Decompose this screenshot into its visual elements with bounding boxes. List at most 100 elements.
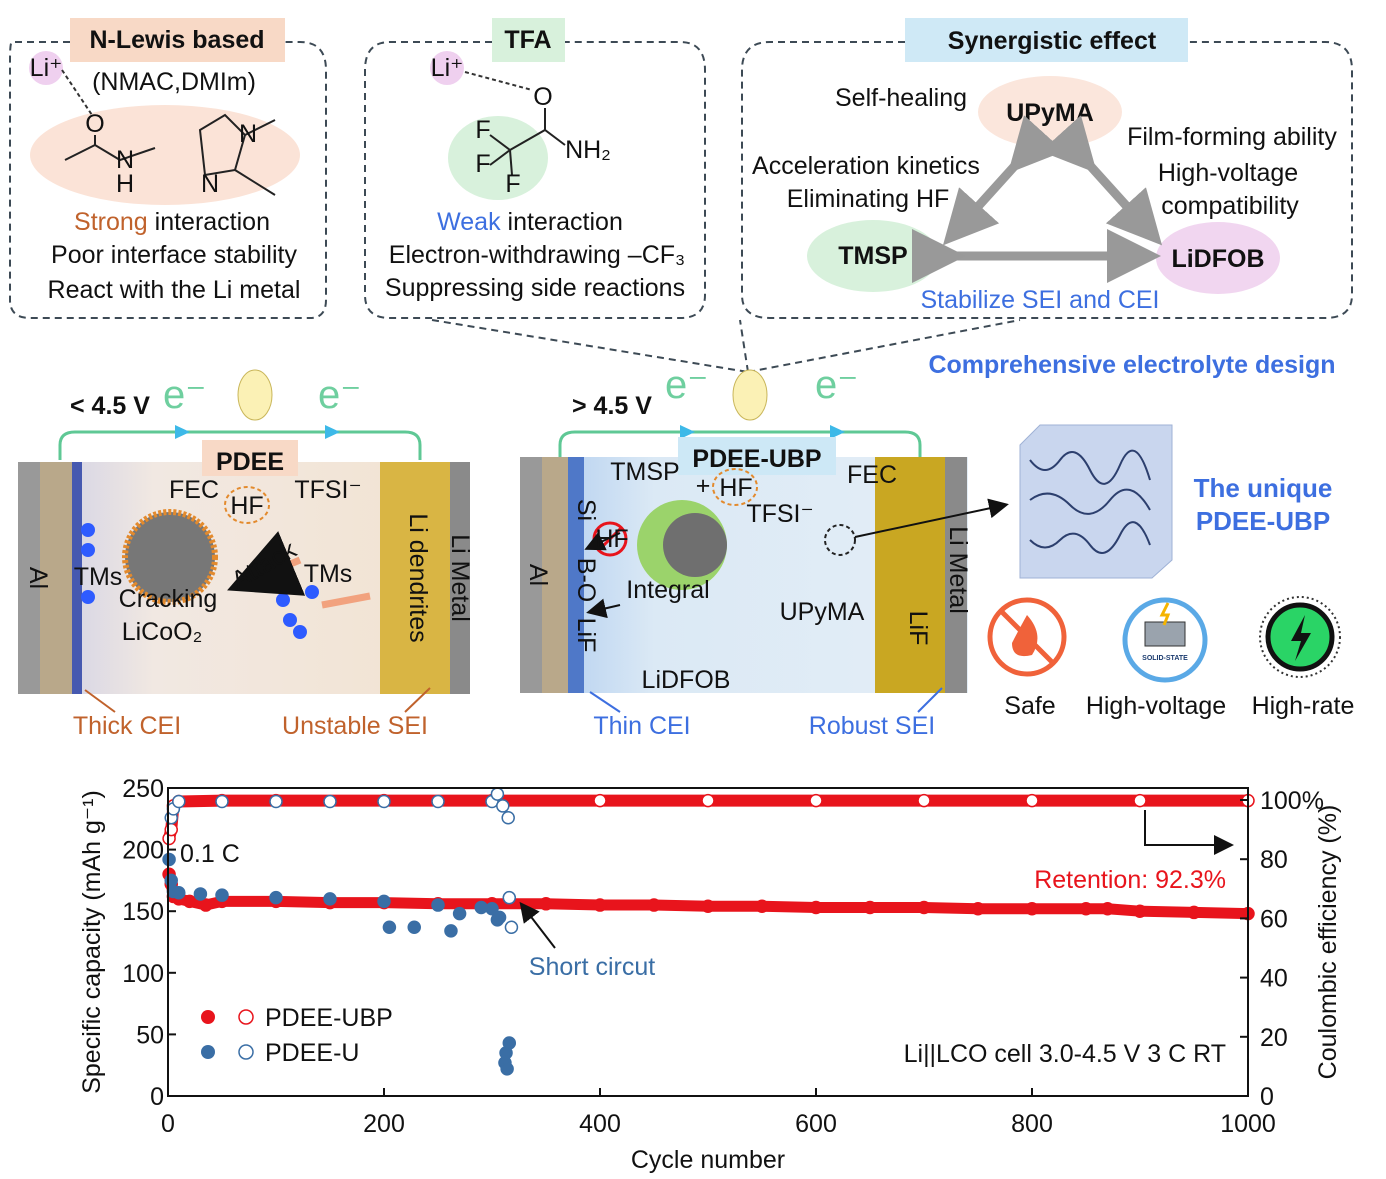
unstable-sei-label: Unstable SEI (282, 712, 428, 740)
data-point (162, 852, 176, 867)
cell-condition-annotation: Li||LCO cell 3.0-4.5 V 3 C RT (904, 1040, 1226, 1068)
y2-tick-label: 60 (1260, 905, 1288, 933)
lidfob-label: LiDFOB (642, 666, 731, 694)
x-tick-label: 400 (579, 1110, 621, 1138)
data-point (269, 794, 283, 809)
external-circuit (58, 430, 422, 460)
atom-label: N (239, 120, 257, 148)
data-point (501, 811, 515, 825)
feature-high-rate-label: High-rate (1252, 692, 1355, 720)
stabilize-label: Stabilize SEI and CEI (920, 286, 1159, 314)
si-label: Si (572, 499, 600, 521)
hf-label: HF (719, 474, 752, 502)
y2-tick-label: 20 (1260, 1024, 1288, 1052)
al-collector (520, 457, 542, 693)
legend: PDEE-UBP PDEE-U (201, 1004, 393, 1067)
robust-sei-label: Robust SEI (809, 712, 935, 740)
b-o-label: B-O (572, 558, 600, 602)
li-metal-label: Li Metal (944, 526, 972, 614)
tfa-title-bg (492, 18, 565, 62)
y-tick-label: 200 (122, 837, 164, 865)
synergy-title-bg (905, 18, 1188, 62)
y2-tick-label: 80 (1260, 846, 1288, 874)
series-pdee-u-capacity (162, 852, 517, 1076)
data-point (215, 794, 229, 809)
data-point (1025, 901, 1039, 916)
electron-label: e⁻ (163, 373, 206, 417)
data-point (647, 898, 661, 912)
panel-n-lewis: N-Lewis based Li⁺ (NMAC,DMIm) O N H N N … (9, 18, 327, 319)
li-dendrites-label: Li dendrites (404, 513, 432, 642)
data-point (971, 901, 985, 916)
tm-ions (81, 523, 319, 639)
pdee-title-bg (202, 440, 298, 476)
tfa-line1: Weak interaction (437, 208, 623, 236)
svg-text:SOLID-STATE: SOLID-STATE (1142, 655, 1188, 662)
al-label: Al (524, 564, 552, 586)
data-point (917, 793, 931, 808)
data-point (755, 899, 769, 914)
y-tick-label: 0 (150, 1083, 164, 1111)
atom-label: O (85, 110, 104, 138)
film-forming-label: Film-forming ability (1127, 123, 1337, 151)
n-lewis-line3: React with the Li metal (48, 276, 301, 304)
n-lewis-title: N-Lewis based (89, 26, 264, 54)
y-tick-label: 250 (122, 775, 164, 803)
al-collector (18, 462, 40, 694)
data-point (382, 920, 397, 934)
thick-cei-layer (72, 462, 82, 694)
battery-icon: SOLID-STATE (1122, 597, 1208, 683)
li-ion-bubble (29, 51, 63, 85)
data-point (593, 898, 607, 912)
y2-tick-label: 0 (1260, 1083, 1274, 1111)
n-lewis-title-bg (70, 18, 285, 62)
light-bulb-icon (237, 369, 273, 421)
feature-high-voltage-label: High-voltage (1086, 692, 1226, 720)
x-tick-label: 800 (1011, 1110, 1053, 1138)
li-dendrites-layer (380, 462, 450, 694)
data-point (917, 900, 931, 915)
li-ion-label: Li⁺ (431, 54, 464, 82)
design-label: Comprehensive electrolyte design (928, 351, 1335, 379)
lif-label: LiF (572, 618, 600, 653)
data-point (500, 1062, 514, 1076)
legend-marker-open (238, 1009, 254, 1025)
li-metal (450, 462, 470, 694)
data-point (172, 885, 186, 900)
thin-cei-layer (568, 457, 584, 693)
y-tick-label: 150 (122, 898, 164, 926)
connector-lines (431, 319, 1021, 373)
fec-label: FEC (169, 476, 219, 504)
pdee-title: PDEE (216, 448, 284, 476)
tfa-structure (489, 108, 566, 176)
cell-pdee-ubp: > 4.5 V e⁻ e⁻ PDEE-UBP Al Si B-O LiF TMS… (520, 363, 1009, 740)
retention-annotation: Retention: 92.3% (1034, 866, 1226, 894)
tfsi-label: TFSI⁻ (746, 500, 813, 528)
data-point (182, 894, 197, 909)
cell-pdee: < 4.5 V e⁻ e⁻ PDEE Al TMs FEC HF TFSI⁻ A… (18, 369, 474, 740)
electron-label: e⁻ (665, 363, 708, 407)
atom-label: F (475, 116, 490, 144)
data-point (496, 799, 510, 813)
data-point (407, 920, 421, 934)
integral-label: Integral (626, 576, 709, 604)
features: SOLID-STATE Safe High-voltage High-rate (987, 596, 1355, 720)
data-point (701, 899, 715, 914)
data-point (172, 794, 186, 809)
li-metal-label: Li Metal (446, 534, 474, 622)
tmsp-label: TMSP (838, 242, 907, 270)
legend-label-pdee-u: PDEE-U (265, 1039, 359, 1067)
x-tick-label: 1000 (1220, 1110, 1276, 1138)
data-point (1133, 793, 1147, 808)
data-point (1187, 905, 1201, 920)
data-point (1100, 901, 1115, 916)
data-point (431, 794, 445, 809)
feature-safe-label: Safe (1004, 692, 1055, 720)
thick-cei-label: Thick CEI (73, 712, 181, 740)
data-point (809, 793, 823, 808)
synergy-arrows (912, 115, 1163, 283)
data-point (701, 793, 715, 808)
plus-label: + (696, 472, 711, 500)
fec-label: FEC (847, 461, 897, 489)
